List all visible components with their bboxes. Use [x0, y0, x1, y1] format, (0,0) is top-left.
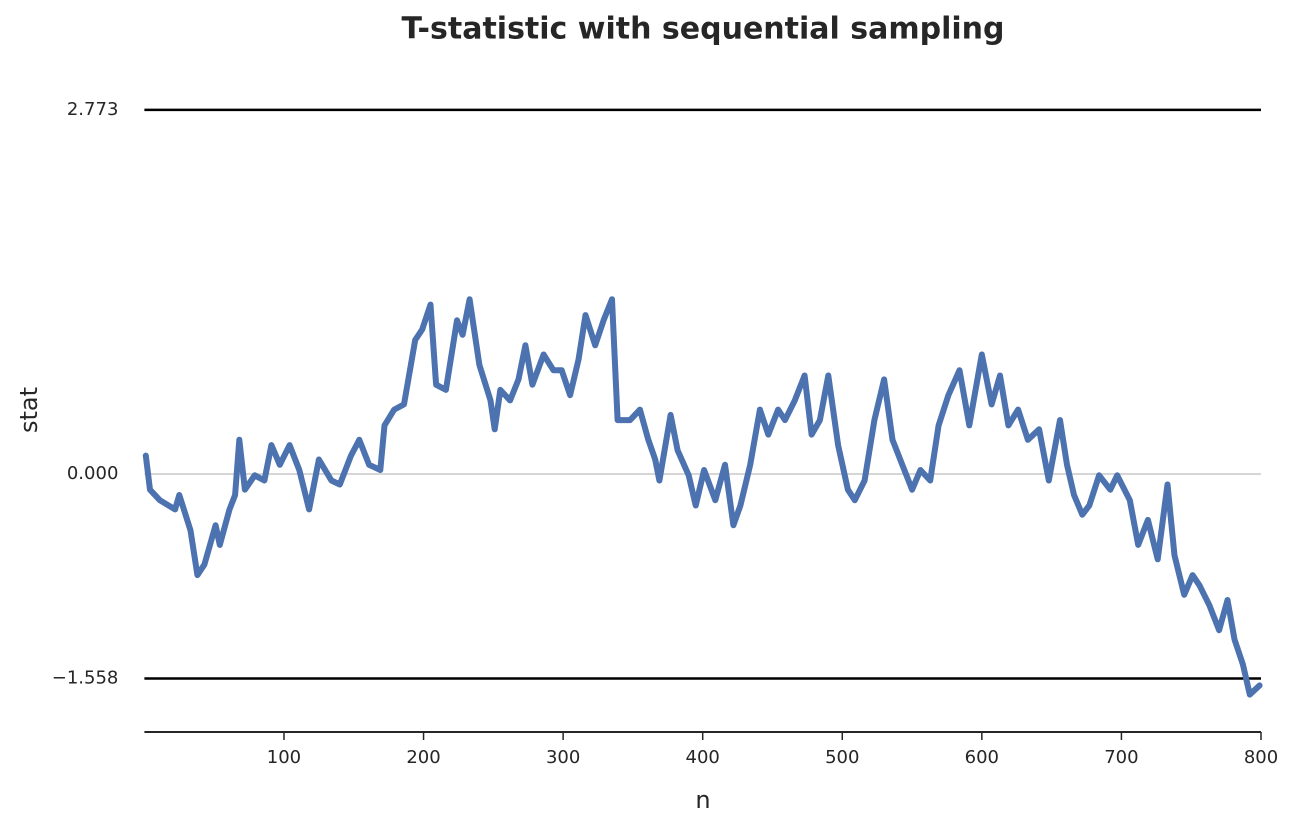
- y-axis-label: stat: [15, 387, 43, 433]
- y-tick-label: 0.000: [67, 463, 119, 484]
- chart-title: T-statistic with sequential sampling: [402, 12, 1005, 47]
- x-tick-label: 500: [825, 747, 859, 768]
- x-tick-label: 200: [406, 747, 440, 768]
- x-axis-label: n: [695, 786, 710, 814]
- x-tick-label: 700: [1104, 747, 1138, 768]
- y-tick-label: −1.558: [52, 668, 119, 689]
- x-tick-label: 600: [965, 747, 999, 768]
- x-tick-label: 800: [1244, 747, 1278, 768]
- data-line: [142, 296, 1263, 698]
- x-tick-label: 100: [267, 747, 301, 768]
- x-tick-label: 300: [546, 747, 580, 768]
- y-tick-label: 2.773: [67, 99, 119, 120]
- x-tick-label: 400: [686, 747, 720, 768]
